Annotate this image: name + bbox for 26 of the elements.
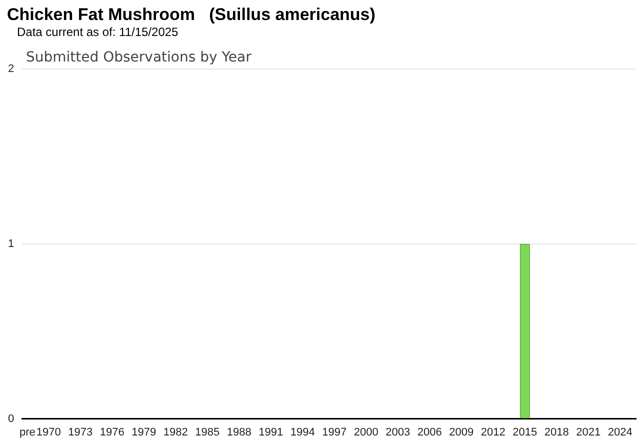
x-tick-label: 2018 <box>544 426 569 438</box>
chart-title: Chicken Fat Mushroom (Suillus americanus) <box>7 5 376 25</box>
x-tick-label: 2006 <box>417 426 442 438</box>
y-tick-label: 0 <box>8 412 14 425</box>
text: Submitted Observations by Year <box>26 50 252 66</box>
x-tick-label: 2009 <box>449 426 474 438</box>
x-tick-label: 2024 <box>608 426 632 438</box>
x-tick-label: 1970 <box>36 426 61 438</box>
x-tick-label: 1979 <box>132 426 156 438</box>
x-tick-label: 1976 <box>100 426 124 438</box>
x-tick-label: 1973 <box>68 426 93 438</box>
x-tick-label: 2015 <box>512 426 538 438</box>
x-tick-label: pre <box>19 426 36 438</box>
x-tick-label: 1985 <box>195 426 220 438</box>
x-tick-label: 2012 <box>480 426 506 438</box>
x-tick-label: 1997 <box>322 426 347 438</box>
x-tick-label: 1991 <box>258 426 284 438</box>
x-tick-label: 2003 <box>386 426 410 438</box>
y-tick-label: 1 <box>8 238 14 250</box>
x-tick-label: 2000 <box>354 426 378 438</box>
y-tick-label: 2 <box>8 63 14 76</box>
x-tick-label: 1994 <box>290 426 315 438</box>
x-tick-label: 1988 <box>226 426 252 438</box>
x-tick-label: 1982 <box>163 426 188 438</box>
x-tick-label: 2021 <box>576 426 601 438</box>
chart-subtitle: Data current as of: 11/15/2025 <box>17 25 178 39</box>
